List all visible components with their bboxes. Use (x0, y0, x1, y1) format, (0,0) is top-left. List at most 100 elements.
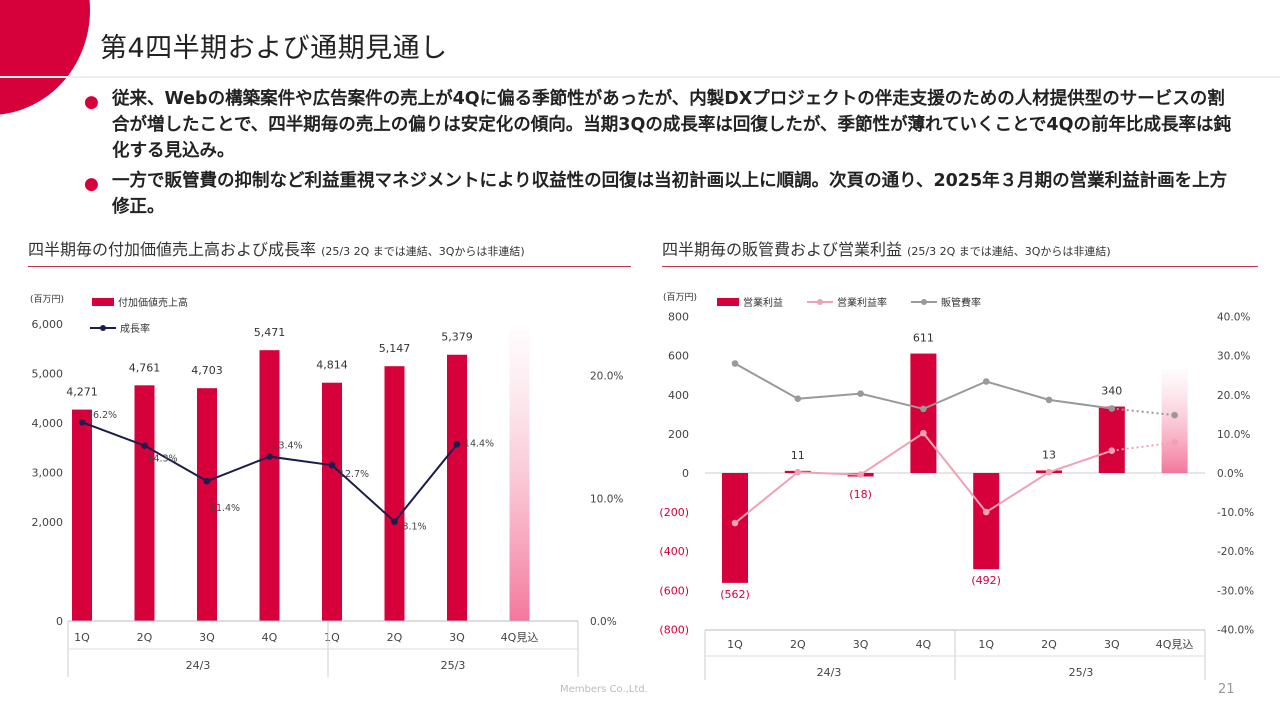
bullet-list: ● 従来、Webの構築案件や広告案件の売上が4Qに偏る季節性があったが、内製DX… (82, 86, 1232, 224)
bar-value (72, 409, 92, 621)
ratio-point (982, 508, 990, 516)
chart-title-text: 四半期毎の販管費および営業利益 (662, 240, 903, 259)
y2-tick-label: 20.0% (590, 371, 623, 383)
growth-rate-label: 11.4% (210, 503, 240, 514)
chart-subtitle: (25/3 2Q までは連結、3Qからは非連結) (321, 245, 525, 258)
growth-rate-point (391, 518, 398, 525)
bar-data-label: 5,379 (441, 331, 473, 344)
y-tick-label: 4,000 (32, 417, 64, 430)
legend-label: 営業利益 (743, 296, 783, 309)
x-tick-label: 2Q (137, 631, 153, 644)
y2-tick-label: -30.0% (1217, 585, 1254, 597)
bar-data-label: 340 (1101, 385, 1122, 398)
bar-data-label: 4,271 (66, 386, 98, 399)
growth-rate-point (453, 441, 461, 448)
bar-data-label: 4,761 (129, 361, 161, 374)
bar-data-label: 611 (913, 332, 934, 345)
y-tick-label: 6,000 (32, 318, 64, 331)
growth-rate-point (203, 477, 211, 485)
bullet-dot-icon: ● (84, 92, 99, 112)
x-tick-label: 3Q (853, 638, 869, 651)
x-tick-label: 2Q (387, 631, 403, 644)
y-tick-label: (200) (659, 506, 689, 519)
legend-marker (921, 299, 927, 305)
bar-data-label: 4,814 (316, 359, 348, 372)
ratio-point (857, 471, 864, 478)
group-label: 24/3 (186, 659, 211, 672)
bar-value (973, 473, 1000, 570)
growth-rate-point (266, 453, 273, 460)
ratio-point (1045, 468, 1053, 476)
x-tick-label: 3Q (449, 631, 465, 644)
bar-value (447, 354, 467, 621)
y2-tick-label: -40.0% (1217, 624, 1254, 636)
y-tick-label: (600) (659, 584, 689, 597)
y2-tick-label: 0.0% (1217, 468, 1244, 480)
legend-label: 成長率 (120, 322, 150, 335)
page-title: 第4四半期および通期見通し (100, 33, 448, 64)
ratio-point (794, 395, 802, 403)
bar-value (910, 353, 937, 473)
y-axis-unit-label: (百万円) (30, 294, 64, 305)
group-label: 24/3 (817, 666, 842, 679)
growth-rate-label: 8.1% (402, 522, 426, 533)
y2-tick-label: 20.0% (1217, 390, 1250, 402)
title-divider (0, 76, 1280, 78)
y-tick-label: 5,000 (32, 368, 64, 381)
bar-value (1098, 406, 1125, 473)
bar-data-label: 11 (791, 449, 805, 462)
ratio-point (731, 519, 739, 527)
y-tick-label: 200 (668, 428, 689, 441)
chart-title-text: 四半期毎の付加価値売上高および成長率 (28, 240, 317, 259)
x-tick-label: 3Q (1104, 638, 1120, 651)
chart-title-profit: 四半期毎の販管費および営業利益 (25/3 2Q までは連結、3Qからは非連結) (662, 236, 1111, 260)
y2-tick-label: 40.0% (1217, 312, 1250, 324)
ratio-point (1171, 439, 1178, 446)
bar-data-label: 5,147 (379, 342, 411, 355)
y-tick-label: 3,000 (32, 467, 64, 480)
growth-rate-point (328, 461, 336, 469)
bullet-item: ● 一方で販管費の抑制など利益重視マネジメントにより収益性の回復は当初計画以上に… (82, 168, 1232, 220)
bar-data-label: (18) (849, 488, 872, 501)
legend-swatch-bar (92, 298, 114, 306)
growth-rate-label: 14.3% (147, 454, 177, 465)
y-tick-label: 600 (668, 350, 689, 363)
bar-data-label: 5,471 (254, 326, 286, 339)
corner-decoration (0, 0, 90, 115)
page-number: 21 (1218, 682, 1235, 697)
y2-tick-label: 10.0% (590, 493, 623, 505)
ratio-forecast-line (1111, 407, 1175, 417)
y-tick-label: (800) (659, 623, 689, 636)
bullet-dot-icon: ● (84, 174, 99, 194)
growth-rate-point (78, 418, 86, 426)
ratio-point (1108, 405, 1116, 412)
x-tick-label: 2Q (1041, 638, 1057, 651)
bullet-text: 従来、Webの構築案件や広告案件の売上が4Qに偏る季節性があったが、内製DXプロ… (112, 89, 1231, 161)
x-tick-label: 3Q (199, 631, 215, 644)
bar-data-label: 13 (1042, 448, 1056, 461)
legend-marker (817, 299, 823, 305)
bar-data-label: (562) (720, 588, 750, 601)
legend-label: 営業利益率 (837, 296, 887, 309)
y-tick-label: 2,000 (32, 516, 64, 529)
bullet-item: ● 従来、Webの構築案件や広告案件の売上が4Qに偏る季節性があったが、内製DX… (82, 86, 1232, 164)
x-tick-label: 1Q (978, 638, 994, 651)
chart-title-revenue: 四半期毎の付加価値売上高および成長率 (25/3 2Q までは連結、3Qからは非… (28, 236, 525, 260)
ratio-forecast-line (1111, 441, 1175, 452)
y-tick-label: 0 (682, 467, 689, 480)
ratio-point (794, 468, 802, 476)
x-tick-label: 4Q見込 (1156, 638, 1194, 651)
legend-label: 付加価値売上高 (118, 296, 188, 309)
y2-tick-label: 10.0% (1217, 429, 1250, 441)
footer-company: Members Co.,Ltd. (560, 684, 648, 695)
x-tick-label: 2Q (790, 638, 806, 651)
bar-data-label: (492) (971, 574, 1001, 587)
y-tick-label: 800 (668, 311, 689, 324)
chart-title-rule (28, 266, 631, 267)
growth-rate-label: 13.4% (272, 441, 302, 452)
y-tick-label: 400 (668, 389, 689, 402)
ratio-point (1171, 411, 1178, 419)
bar-value (259, 350, 280, 621)
legend-swatch-bar (717, 298, 739, 306)
y2-tick-label: -20.0% (1217, 546, 1254, 558)
